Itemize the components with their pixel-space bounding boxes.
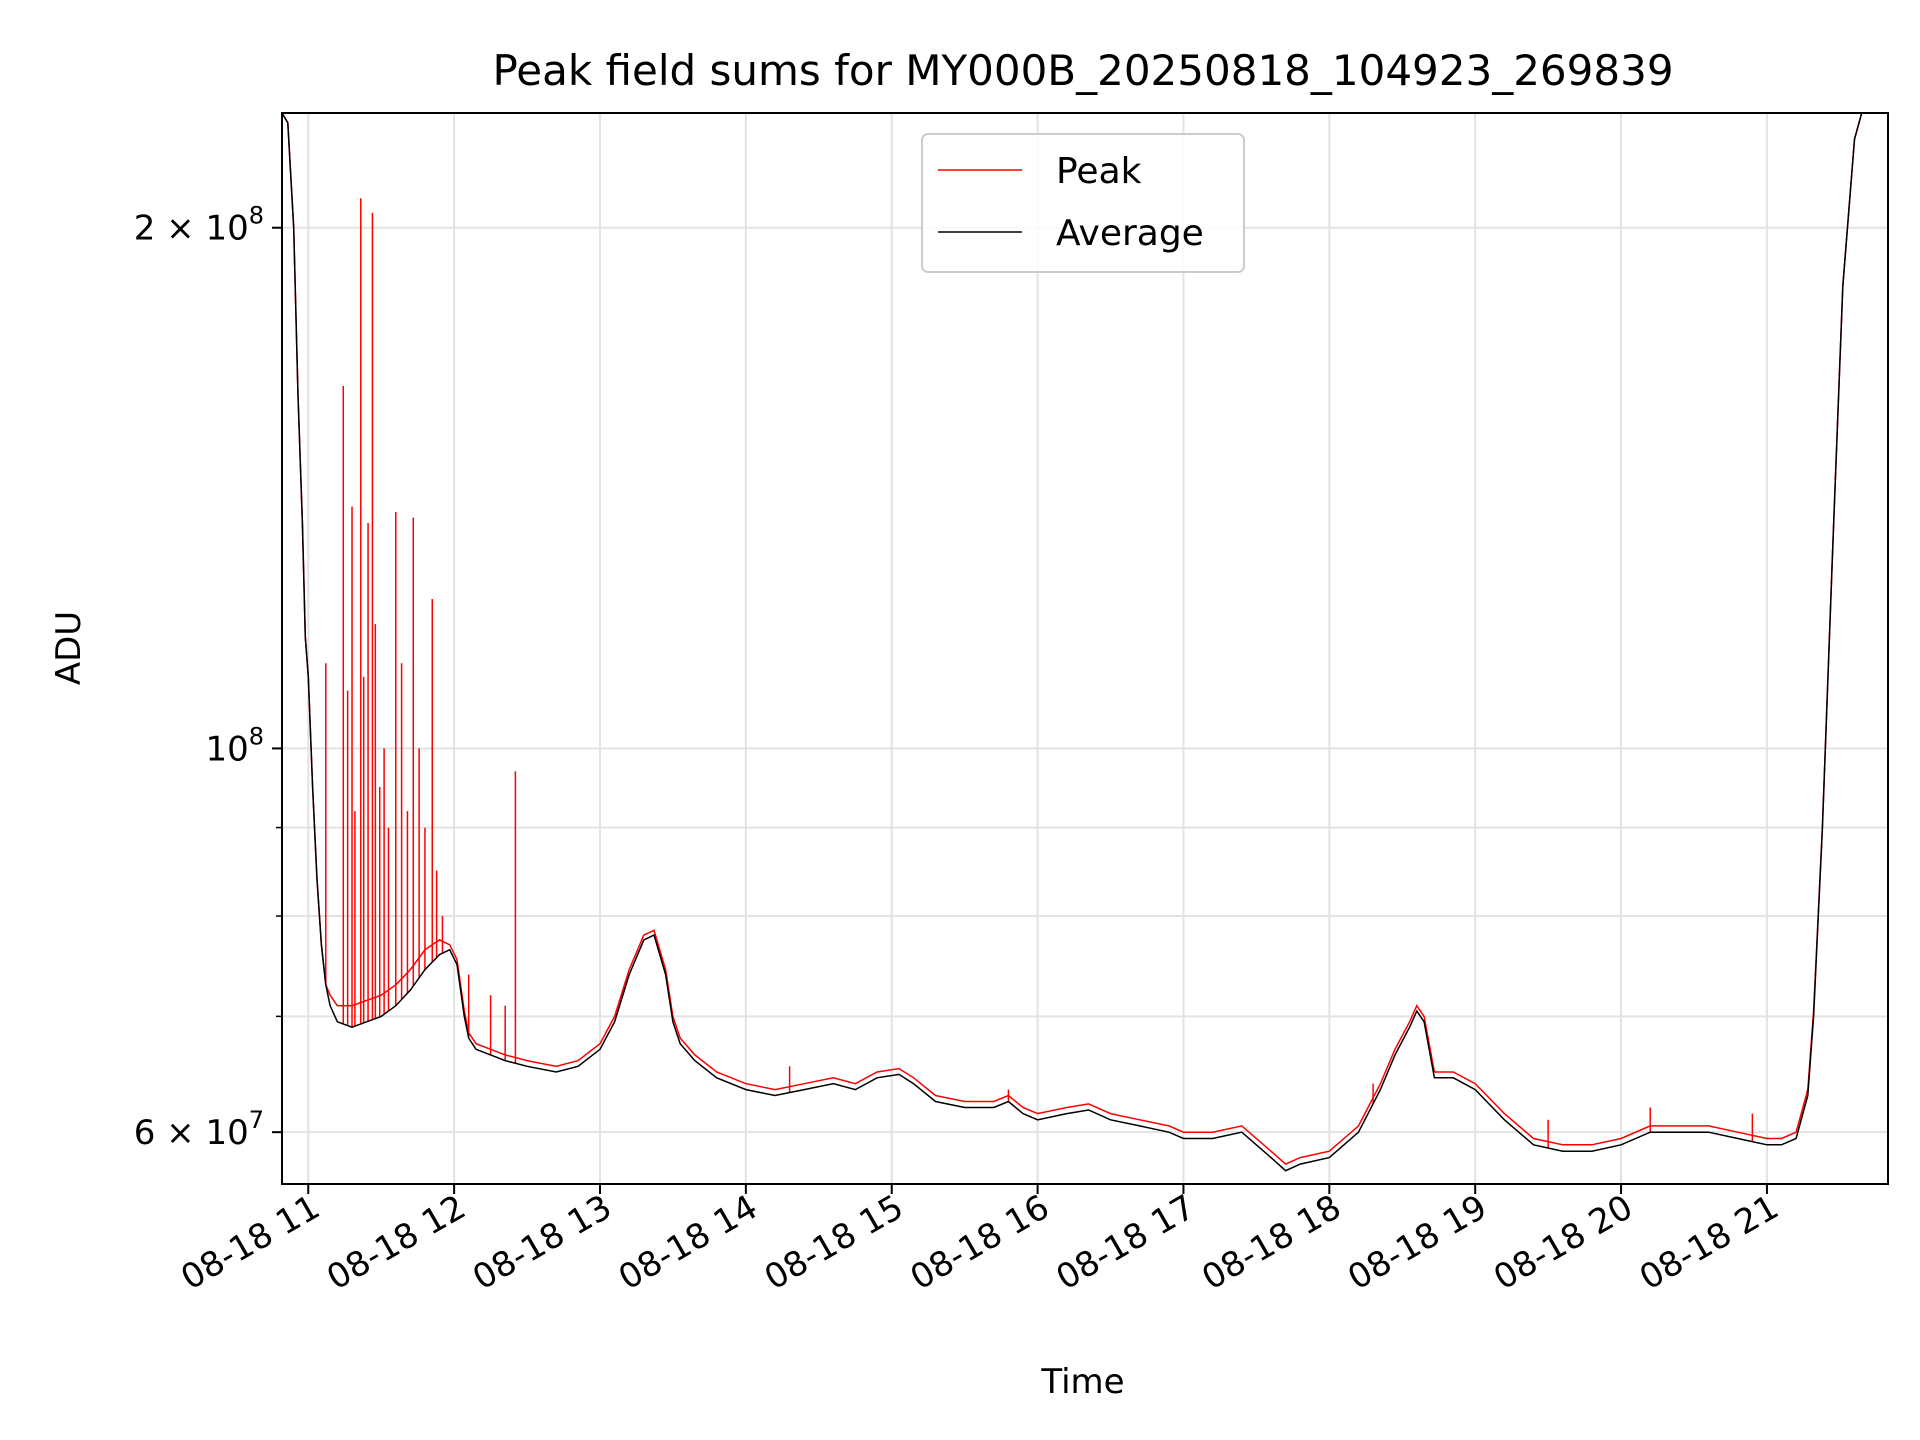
y-tick-base: 2 × 10 — [134, 209, 249, 249]
plot-frame — [281, 112, 1889, 1185]
y-tick-label: 2 × 108 — [134, 202, 264, 249]
y-tick-base: 10 — [205, 729, 248, 769]
y-tick-base: 6 × 10 — [134, 1113, 249, 1153]
y-tick-exponent: 7 — [249, 1106, 264, 1134]
series-line-average — [282, 113, 1888, 1172]
legend-label-peak: Peak — [1056, 151, 1142, 192]
legend-label-average: Average — [1056, 213, 1204, 254]
x-axis-label: Time — [1040, 1362, 1124, 1402]
y-axis-label: ADU — [49, 611, 89, 685]
y-tick-exponent: 8 — [249, 202, 264, 230]
y-tick-label: 6 × 107 — [134, 1106, 264, 1153]
series-layer — [282, 113, 1888, 1172]
y-tick-exponent: 8 — [249, 722, 264, 750]
legend: Peak Average — [921, 133, 1245, 273]
chart-title: Peak field sums for MY000B_20250818_1049… — [492, 46, 1673, 95]
legend-box — [921, 133, 1245, 273]
series-line-peak — [282, 113, 1888, 1165]
y-tick-label: 108 — [205, 722, 264, 769]
series-group — [282, 113, 1888, 1172]
